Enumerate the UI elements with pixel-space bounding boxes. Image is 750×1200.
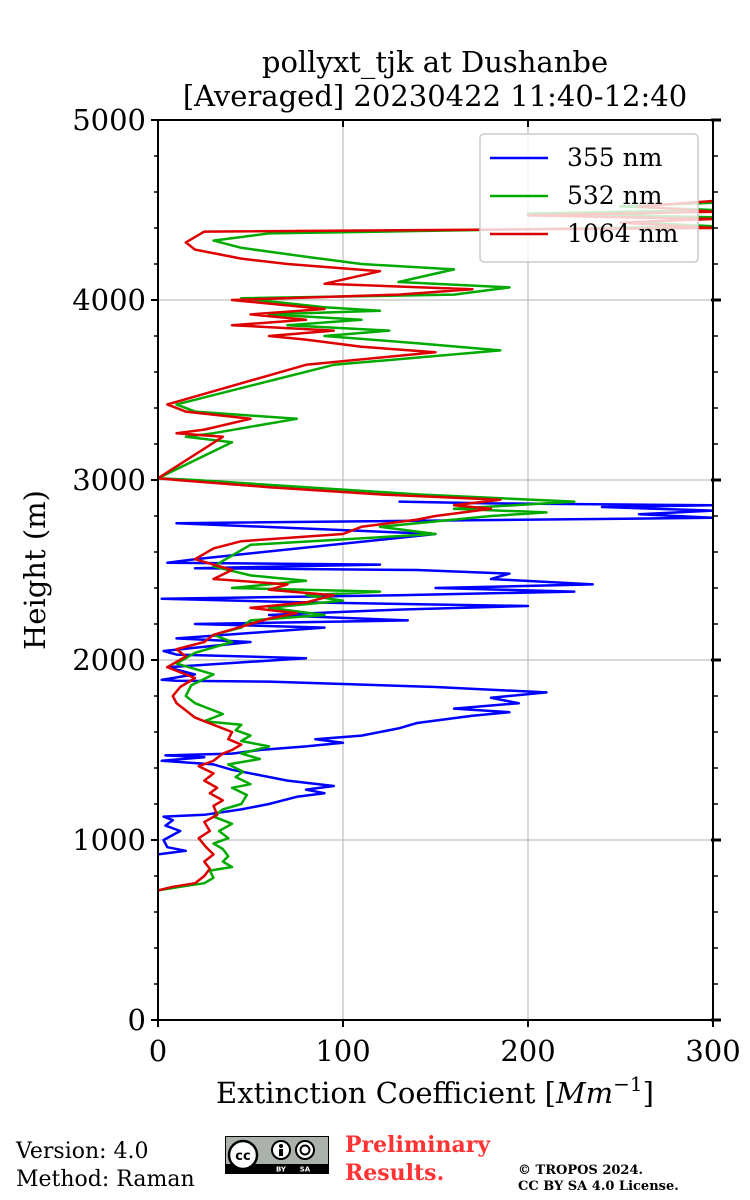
y-tick-label: 3000 (72, 463, 146, 497)
x-tick-label: 300 (685, 1034, 740, 1068)
y-axis-label: Height (m) (18, 490, 52, 650)
svg-text:BY: BY (276, 1166, 287, 1174)
x-tick-label: 0 (149, 1034, 167, 1068)
svg-text:cc: cc (235, 1149, 250, 1164)
y-tick-label: 5000 (72, 103, 146, 137)
legend-box (479, 133, 699, 263)
x-axis-label-unit: Mm (555, 1076, 613, 1110)
sa-share-icon (295, 1140, 315, 1160)
chart-title-line-1: pollyxt_tjk at Dushanbe (262, 45, 608, 80)
x-tick-label: 100 (315, 1034, 370, 1068)
series-line-1064-nm (158, 199, 713, 892)
chart-title: pollyxt_tjk at Dushanbe [Averaged] 20230… (183, 45, 687, 113)
plot-frame (157, 119, 714, 1021)
copyright-line-1: © TROPOS 2024. (518, 1163, 644, 1178)
x-tick-label: 200 (500, 1034, 555, 1068)
method-text: Method: Raman (16, 1167, 195, 1192)
series-line-355-nm (158, 500, 713, 856)
preliminary-line-2: Results. (345, 1160, 445, 1186)
axis-ticks (151, 118, 721, 1027)
y-tick-label: 4000 (72, 283, 146, 317)
legend-entry: 532 nm (567, 181, 663, 210)
legend: 355 nm 532 nm 1064 nm (479, 133, 699, 263)
legend-entry: 355 nm (567, 143, 663, 172)
version-info: Version: 4.0 Method: Raman (16, 1138, 195, 1194)
svg-text:SA: SA (300, 1166, 311, 1174)
y-tick-label: 0 (128, 1003, 146, 1037)
x-axis-label-text: Extinction Coefficient [ (216, 1076, 556, 1110)
series-line-532-nm (158, 201, 713, 892)
y-tick-label: 2000 (72, 643, 146, 677)
series-layer (158, 199, 713, 892)
chart-title-line-2: [Averaged] 20230422 11:40-12:40 (183, 79, 687, 113)
x-axis-label-end: ] (643, 1076, 654, 1110)
y-tick-label: 1000 (72, 823, 146, 857)
preliminary-notice: Preliminary Results. (345, 1131, 490, 1187)
copyright-notice: © TROPOS 2024. CC BY SA 4.0 License. (518, 1163, 679, 1195)
preliminary-line-1: Preliminary (345, 1132, 491, 1158)
cc-by-sa-badge: cc BY SA (225, 1136, 329, 1174)
x-axis-label-exponent: −1 (613, 1072, 642, 1096)
x-axis-label: Extinction Coefficient [Mm−1] (216, 1072, 654, 1110)
legend-entry: 1064 nm (567, 219, 679, 248)
copyright-line-2: CC BY SA 4.0 License. (518, 1179, 679, 1194)
extinction-profile-chart: pollyxt_tjk at Dushanbe [Averaged] 20230… (18, 45, 741, 1110)
version-text: Version: 4.0 (16, 1139, 149, 1164)
cc-icon (227, 1139, 259, 1171)
